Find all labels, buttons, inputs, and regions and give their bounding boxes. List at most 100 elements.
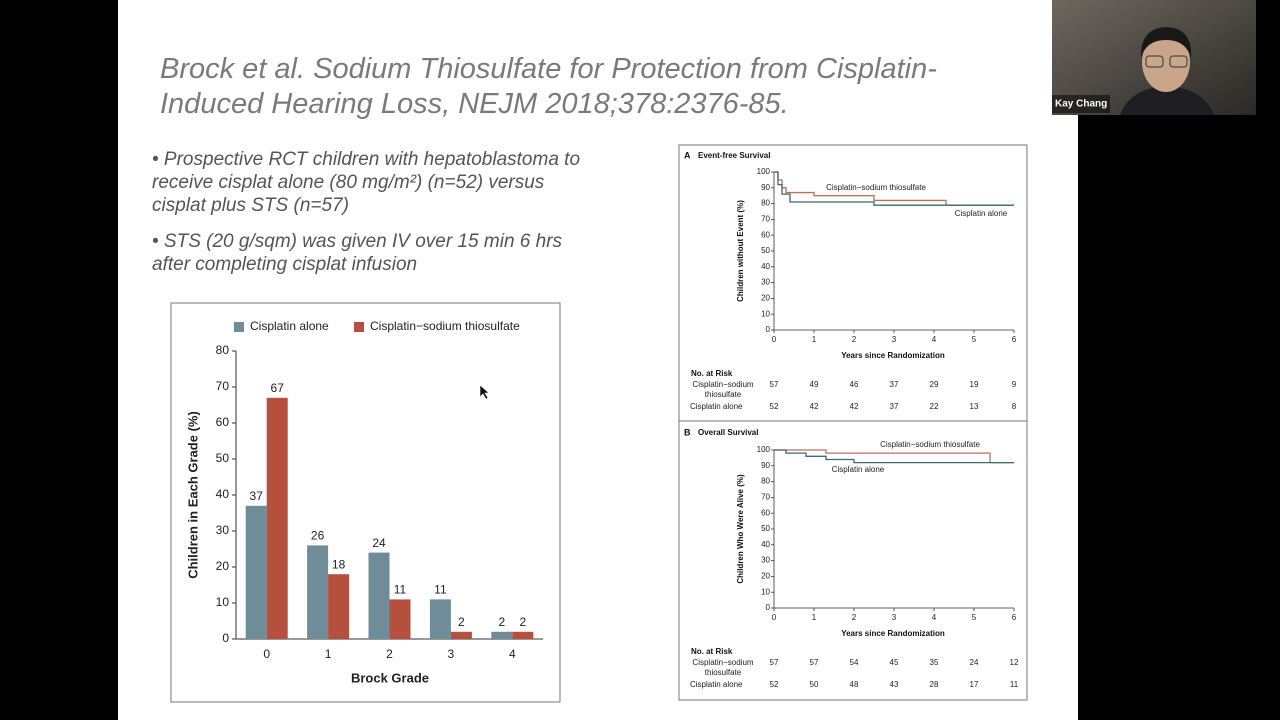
y-tick-label: 10: [216, 595, 230, 609]
risk-count: 42: [850, 402, 859, 411]
bar: [512, 631, 534, 639]
y-tick-label: 30: [761, 278, 770, 287]
participant-name: Kay Chang: [1055, 99, 1107, 110]
x-tick-label: 0: [772, 613, 777, 622]
y-tick-label: 80: [761, 199, 770, 208]
curve-label: Cisplatin alone: [832, 465, 885, 474]
risk-count: 37: [890, 402, 899, 411]
bullet-line: • Prospective RCT children with hepatobl…: [152, 149, 581, 170]
y-tick-label: 40: [761, 262, 770, 271]
x-tick-label: 2: [852, 613, 857, 622]
y-tick-label: 90: [761, 461, 770, 470]
x-axis-label: Years since Randomization: [841, 629, 945, 638]
bar-value-label: 24: [372, 536, 386, 550]
y-tick-label: 70: [761, 215, 770, 224]
bullet-line: receive cisplat alone (80 mg/m²) (n=52) …: [152, 172, 545, 193]
x-tick-label: 1: [325, 647, 332, 661]
risk-count: 52: [770, 680, 779, 689]
risk-count: 43: [890, 680, 899, 689]
x-tick-label: 2: [852, 335, 857, 344]
km-frame-b: [678, 420, 1028, 701]
y-tick-label: 100: [757, 167, 771, 176]
x-tick-label: 6: [1012, 613, 1017, 622]
y-tick-label: 100: [757, 445, 771, 454]
survival-curve: [774, 171, 1014, 206]
y-tick-label: 0: [766, 603, 771, 612]
y-tick-label: 50: [216, 451, 230, 465]
panel-title: Event-free Survival: [698, 151, 770, 160]
y-tick-label: 60: [216, 415, 230, 429]
risk-count: 12: [1010, 658, 1019, 667]
risk-count: 35: [930, 658, 939, 667]
y-tick-label: 10: [761, 309, 770, 318]
y-tick-label: 20: [761, 572, 770, 581]
y-tick-label: 0: [222, 631, 229, 645]
risk-count: 42: [810, 402, 819, 411]
legend-swatch: [354, 322, 364, 332]
bar: [368, 552, 390, 639]
bar: [429, 599, 451, 639]
y-tick-label: 0: [766, 325, 771, 334]
y-axis-label: Children in Each Grade (%): [185, 411, 200, 579]
x-tick-label: 5: [972, 335, 977, 344]
risk-count: 11: [1010, 680, 1019, 689]
risk-table-title: No. at Risk: [691, 647, 733, 656]
x-tick-label: 6: [1012, 335, 1017, 344]
bar-value-label: 2: [519, 615, 526, 629]
x-tick-label: 1: [812, 613, 817, 622]
bar-value-label: 67: [271, 381, 285, 395]
risk-count: 48: [850, 680, 859, 689]
bar: [389, 599, 411, 639]
curve-label: Cisplatin−sodium thiosulfate: [880, 440, 980, 449]
risk-count: 57: [770, 658, 779, 667]
y-tick-label: 50: [761, 524, 770, 533]
slide-title: Brock et al. Sodium Thiosulfate for Prot…: [160, 52, 937, 122]
risk-table-title: No. at Risk: [691, 369, 733, 378]
x-tick-label: 5: [972, 613, 977, 622]
risk-count: 13: [970, 402, 979, 411]
bar: [245, 505, 267, 639]
y-tick-label: 80: [216, 343, 230, 357]
x-tick-label: 2: [386, 647, 393, 661]
panel-letter: A: [684, 150, 691, 160]
risk-row-name: Cisplatin alone: [690, 680, 743, 689]
mouse-cursor: [479, 384, 490, 400]
bar-chart-frame: [170, 302, 561, 703]
risk-count: 29: [930, 380, 939, 389]
x-axis-label: Brock Grade: [351, 670, 429, 685]
legend-label: Cisplatin alone: [250, 319, 329, 333]
bar-value-label: 37: [250, 489, 264, 503]
x-axis-label: Years since Randomization: [841, 351, 945, 360]
y-tick-label: 70: [761, 493, 770, 502]
y-tick-label: 30: [216, 523, 230, 537]
x-tick-label: 3: [448, 647, 455, 661]
bullet-list: • Prospective RCT children with hepatobl…: [152, 148, 580, 289]
risk-count: 54: [850, 658, 859, 667]
bar: [491, 631, 513, 639]
y-tick-label: 70: [216, 379, 230, 393]
bullet-line: cisplat plus STS (n=57): [152, 195, 349, 216]
survival-curve: [774, 171, 1014, 206]
bullet-line: • STS (20 g/sqm) was given IV over 15 mi…: [152, 231, 563, 252]
risk-count: 57: [810, 658, 819, 667]
legend-swatch: [234, 322, 244, 332]
risk-count: 46: [850, 380, 859, 389]
risk-count: 52: [770, 402, 779, 411]
bullet-line: after completing cisplat infusion: [152, 254, 418, 275]
bar-value-label: 11: [434, 583, 447, 597]
x-tick-label: 0: [772, 335, 777, 344]
y-tick-label: 50: [761, 246, 770, 255]
risk-row-name: Cisplatin alone: [690, 402, 743, 411]
x-tick-label: 4: [932, 335, 937, 344]
y-tick-label: 10: [761, 587, 770, 596]
km-frame-a: [678, 144, 1028, 422]
title-line: Brock et al. Sodium Thiosulfate for Prot…: [160, 53, 937, 85]
y-tick-label: 30: [761, 556, 770, 565]
bar: [307, 545, 329, 639]
risk-count: 9: [1012, 380, 1017, 389]
video-tile: Kay Chang: [1052, 0, 1256, 115]
title-line: Induced Hearing Loss, NEJM 2018;378:2376…: [160, 88, 789, 120]
y-tick-label: 20: [216, 559, 230, 573]
legend-label: Cisplatin−sodium thiosulfate: [370, 319, 520, 333]
